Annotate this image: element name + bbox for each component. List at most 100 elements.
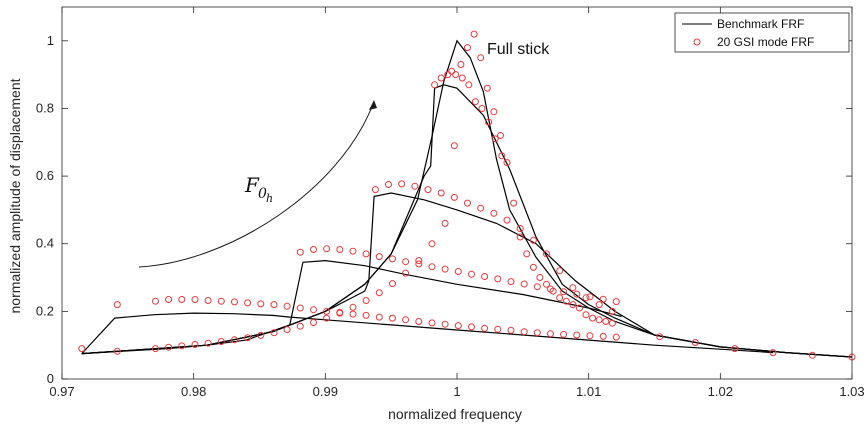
gsi-frf-point [529,263,537,271]
gsi-frf-point [510,199,518,207]
gsi-frf-point [428,240,436,248]
gsi-frf-point [656,333,664,341]
gsi-frf-point [507,326,515,334]
gsi-frf-point [491,135,499,143]
x-tick-label: 1.01 [576,384,601,399]
gsi-frf-point [485,118,493,126]
force-arrow [138,100,377,268]
gsi-frf-point [520,280,528,288]
y-axis-title: normalized amplitude of displacement [7,78,23,313]
gsi-frf-point [560,288,568,296]
gsi-frf-point [191,341,199,348]
gsi-frf-point [310,319,317,326]
force-subscript: 0 [258,186,267,202]
gsi-frf-point [415,260,423,268]
gsi-frf-point [113,301,121,309]
x-tick-label: 1.02 [708,384,733,399]
gsi-frf-point [402,269,410,277]
gsi-frf-point [437,74,445,82]
gsi-frf-point [424,186,432,194]
gsi-frf-point [375,313,383,321]
gsi-frf-point [582,311,590,319]
gsi-frf-point [204,339,212,347]
gsi-frf-point [582,294,590,302]
gsi-frf-point [431,81,439,89]
gsi-frf-point [452,71,460,79]
x-tick-label: 0.97 [49,384,74,399]
force-symbol: F [244,173,260,197]
gsi-frf-point [464,44,471,52]
gsi-frf-point [573,331,581,339]
gsi-frf-point [283,326,291,334]
gsi-frf-point [152,297,159,305]
legend-marker-gsi [693,38,701,46]
gsi-frf-point [731,345,739,353]
y-tick-label: 1 [47,33,54,48]
gsi-frf-point [507,278,515,286]
gsi-frf-point [428,319,436,327]
gsi-frf-point [520,328,528,336]
full-stick-annotation: Full stick [487,41,550,58]
y-tick-label: 0.6 [36,168,54,183]
gsi-frf-point [468,270,475,278]
gsi-frf-point [78,345,86,353]
gsi-frf-point [608,319,616,327]
gsi-frf-point [450,193,458,201]
gsi-frf-point [244,299,252,307]
gsi-frf-point [349,310,357,318]
gsi-frf-point [428,263,436,271]
gsi-frf-point [362,297,370,304]
gsi-frf-point [477,54,485,62]
plot-area [62,7,852,379]
gsi-frf-point [612,333,620,341]
gsi-frf-point [191,296,199,303]
gsi-frf-point [556,267,564,275]
gsi-frf-point [497,132,504,139]
x-tick-label: 1 [453,384,460,399]
gsi-frf-point [608,307,616,315]
gsi-frf-point [402,316,410,324]
gsi-frf-point [217,338,225,345]
gsi-frf-point [490,209,498,217]
y-tick-label: 0.2 [36,303,54,318]
gsi-frf-point [586,293,594,301]
gsi-frf-point [478,105,486,112]
gsi-frf-point [371,186,379,194]
x-tick-label: 1.03 [839,384,864,399]
gsi-frf-point [547,330,554,338]
gsi-frf-point [204,297,212,304]
gsi-frf-point [336,246,344,253]
gsi-frf-point [349,247,357,255]
gsi-frf-point [809,351,816,359]
x-tick-label: 0.98 [181,384,206,399]
gsi-frf-point [503,216,511,224]
gsi-frf-point [178,342,186,350]
gsi-frf-point [362,311,370,319]
gsi-frf-point [349,303,357,311]
gsi-frf-point [523,250,531,258]
gsi-frf-point [560,330,568,338]
force-subsubscript: h [266,192,273,205]
gsi-frf-point [458,74,466,82]
gsi-frf-point [549,287,557,295]
plot-background [62,7,852,379]
gsi-frf-point [454,268,462,275]
x-axis-title: normalized frequency [388,406,522,422]
gsi-frf-point [769,349,777,357]
gsi-frf-point [244,334,252,342]
gsi-frf-point [165,296,173,303]
gsi-frf-point [454,322,462,330]
gsi-frf-point [468,323,475,331]
gsi-frf-point [257,331,265,339]
gsi-frf-point [398,180,406,188]
gsi-frf-point [562,297,570,305]
gsi-frf-point [569,301,577,309]
gsi-frf-point [543,250,550,258]
gsi-frf-point [310,306,317,314]
gsi-frf-point [595,316,603,324]
force-label: F 0 h [244,173,273,205]
gsi-frf-point [471,98,479,106]
benchmark-frf-line-5 [81,39,853,358]
gsi-frf-point [113,347,121,355]
gsi-frf-point [165,343,173,351]
